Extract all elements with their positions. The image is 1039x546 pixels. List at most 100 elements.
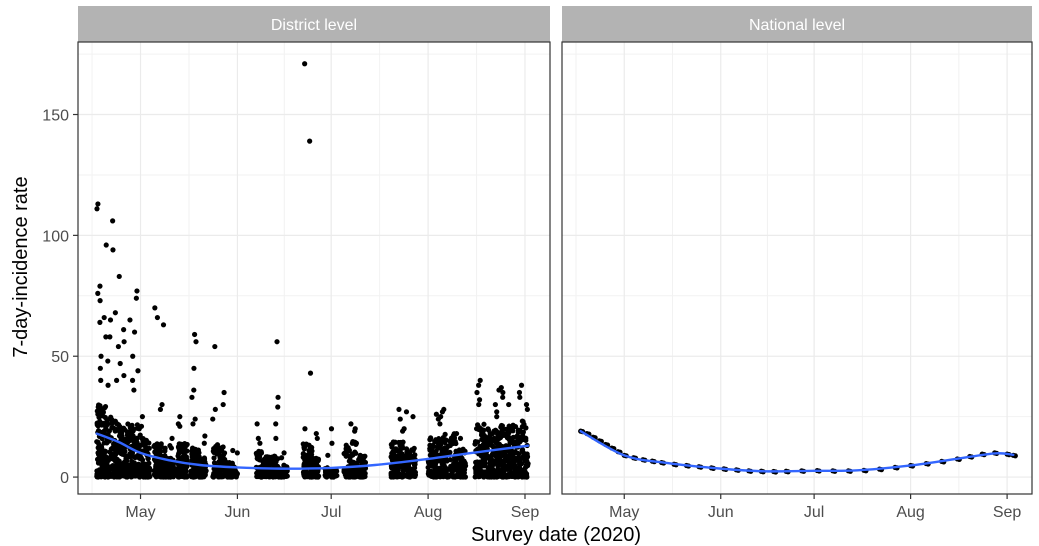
panel-border <box>561 41 1033 495</box>
data-point <box>97 403 103 409</box>
data-point <box>309 455 316 461</box>
data-point <box>510 434 516 440</box>
data-point <box>400 439 406 445</box>
x-tick-label: May <box>609 504 639 521</box>
y-axis-title: 7-day-incidence rate <box>10 176 32 357</box>
data-point <box>457 435 464 442</box>
data-point <box>345 445 351 451</box>
data-point <box>98 377 104 383</box>
data-point <box>180 464 187 470</box>
data-point <box>488 439 494 445</box>
panel-strip <box>78 6 550 42</box>
data-point <box>440 434 446 441</box>
data-point <box>519 418 525 424</box>
data-point <box>404 462 410 468</box>
data-point <box>224 459 230 466</box>
data-point <box>410 414 416 420</box>
data-point <box>403 409 410 415</box>
data-point <box>485 426 491 432</box>
data-point <box>128 469 134 475</box>
data-point <box>151 443 157 450</box>
data-point <box>210 416 216 422</box>
data-point <box>500 474 507 480</box>
data-point <box>494 474 500 480</box>
data-point <box>488 454 494 460</box>
data-point <box>304 456 310 462</box>
data-point <box>218 447 225 454</box>
data-point <box>202 466 208 473</box>
data-point <box>159 401 165 408</box>
data-point <box>229 461 235 467</box>
data-point <box>138 469 144 476</box>
data-point <box>188 469 195 475</box>
data-point <box>476 397 483 403</box>
data-point <box>397 448 403 455</box>
x-tick-label: May <box>125 504 155 521</box>
data-point <box>475 422 481 428</box>
data-point <box>429 462 435 468</box>
data-point <box>501 463 508 469</box>
data-point <box>116 273 122 280</box>
data-point <box>222 471 228 478</box>
data-point <box>312 460 318 466</box>
data-point <box>134 435 140 442</box>
data-point <box>273 421 279 427</box>
data-point <box>112 452 118 458</box>
data-point <box>481 421 487 427</box>
data-point <box>439 409 446 415</box>
data-point <box>494 428 500 435</box>
data-point <box>142 472 148 478</box>
data-point <box>523 437 529 443</box>
data-point <box>411 445 417 451</box>
data-point <box>328 426 335 432</box>
data-point <box>121 327 127 333</box>
data-point <box>212 406 218 413</box>
x-tick-label: Aug <box>896 504 924 521</box>
data-point <box>476 401 482 408</box>
data-point <box>177 414 183 420</box>
data-point <box>212 343 218 350</box>
data-point <box>432 438 438 445</box>
data-point <box>127 473 134 479</box>
data-point <box>202 433 208 439</box>
data-point <box>331 467 337 474</box>
data-point <box>95 423 101 429</box>
data-point <box>145 468 152 474</box>
data-point <box>498 424 504 430</box>
data-point <box>278 455 285 461</box>
data-point <box>433 448 439 454</box>
data-point <box>506 401 512 408</box>
data-point <box>397 416 403 422</box>
data-point <box>458 470 464 476</box>
data-point <box>275 404 281 410</box>
data-point <box>127 317 133 323</box>
data-point <box>518 382 525 388</box>
data-point <box>353 470 360 476</box>
data-point <box>103 334 109 340</box>
smooth-trend-line <box>95 432 530 470</box>
data-point <box>272 453 278 459</box>
data-point <box>220 401 226 408</box>
panel-title: National level <box>749 17 845 34</box>
data-point <box>404 472 411 478</box>
data-point <box>492 401 498 408</box>
data-point <box>129 422 135 428</box>
data-point <box>401 426 407 432</box>
data-point <box>307 138 313 144</box>
data-point <box>524 406 530 413</box>
data-point <box>506 437 512 443</box>
data-point <box>180 443 186 449</box>
data-point <box>260 459 266 465</box>
data-point <box>479 436 485 443</box>
data-point <box>177 456 183 463</box>
data-point <box>519 448 525 454</box>
data-point <box>96 467 102 473</box>
data-point <box>97 319 103 325</box>
data-point <box>112 310 118 316</box>
data-point <box>156 473 163 479</box>
data-point <box>189 454 195 460</box>
data-point <box>344 468 351 475</box>
data-point <box>211 455 217 461</box>
data-point <box>112 418 118 424</box>
data-point <box>306 447 312 454</box>
